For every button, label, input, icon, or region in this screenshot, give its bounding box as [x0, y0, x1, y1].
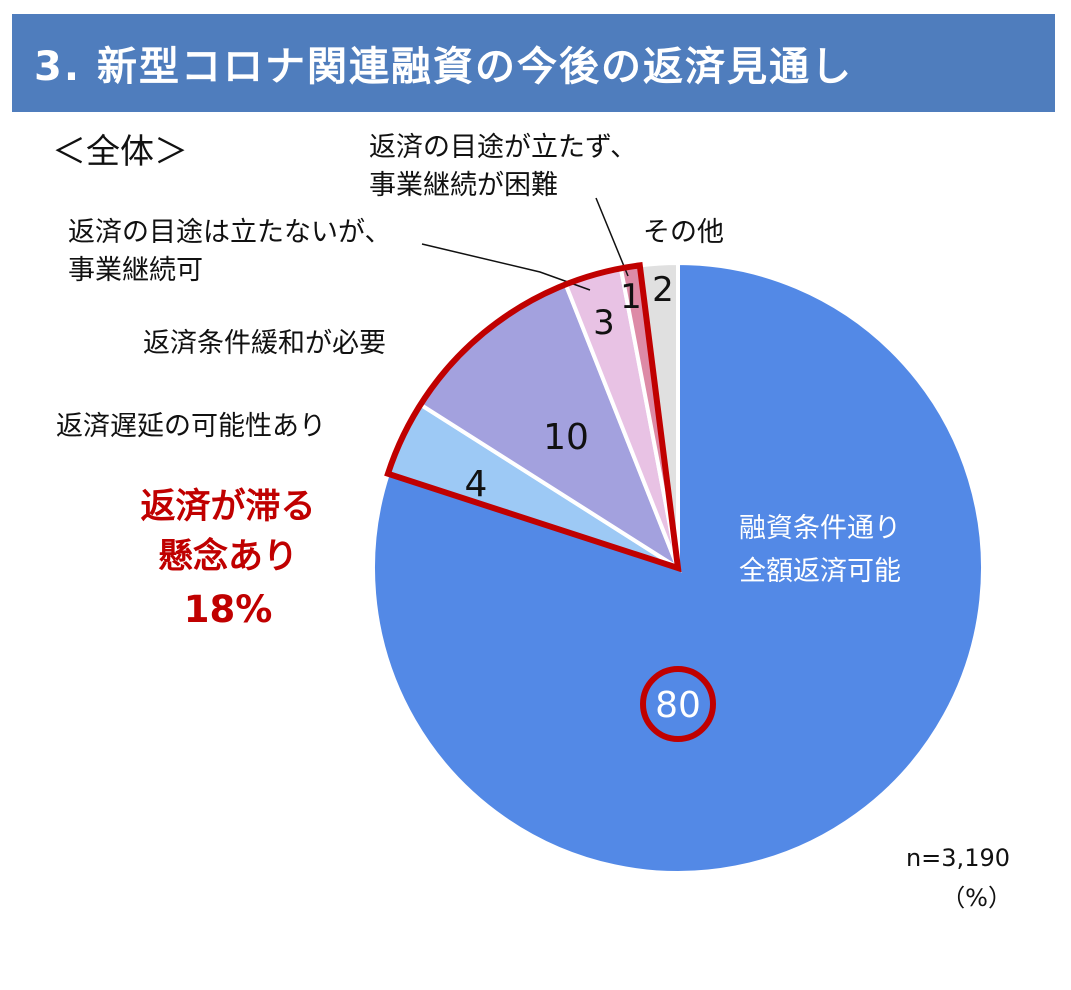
slice-category-label: 事業継続が困難 — [369, 170, 558, 201]
chart-subtitle: ＜全体＞ — [52, 132, 188, 172]
slice-category-label: 返済の目途が立たず、 — [369, 132, 637, 163]
slice-category-label: 返済遅延の可能性あり — [56, 411, 326, 442]
slice-category-label: 返済条件緩和が必要 — [143, 328, 386, 359]
value-highlight-ring — [640, 666, 716, 742]
slice-category-label: その他 — [643, 217, 724, 248]
page-title: 3. 新型コロナ関連融資の今後の返済見通し — [34, 44, 853, 90]
slice-value-label: 4 — [465, 464, 488, 505]
slice-value-label: 10 — [543, 417, 589, 458]
highlight-line2: 懸念あり — [158, 536, 298, 577]
slice-category-label: 融資条件通り — [739, 513, 901, 544]
highlight-outline — [384, 262, 682, 573]
highlight-line1: 返済が滞る — [140, 487, 315, 527]
slice-category-label: 全額返済可能 — [739, 556, 901, 587]
header-bar — [12, 14, 1055, 112]
unit-note: （%） — [941, 884, 1012, 912]
sample-size-note: n=3,190 — [906, 844, 1010, 872]
slice-category-label: 返済の目途は立たないが、 — [68, 217, 391, 248]
slice-value-label: 2 — [652, 270, 674, 310]
slice-value-label: 3 — [593, 303, 615, 343]
slice-category-label: 事業継続可 — [68, 255, 203, 286]
leader-line — [595, 197, 629, 277]
slice-value-label: 1 — [620, 277, 642, 317]
slice-value-label: 80 — [655, 685, 701, 726]
highlight-value: 18% — [184, 588, 273, 631]
